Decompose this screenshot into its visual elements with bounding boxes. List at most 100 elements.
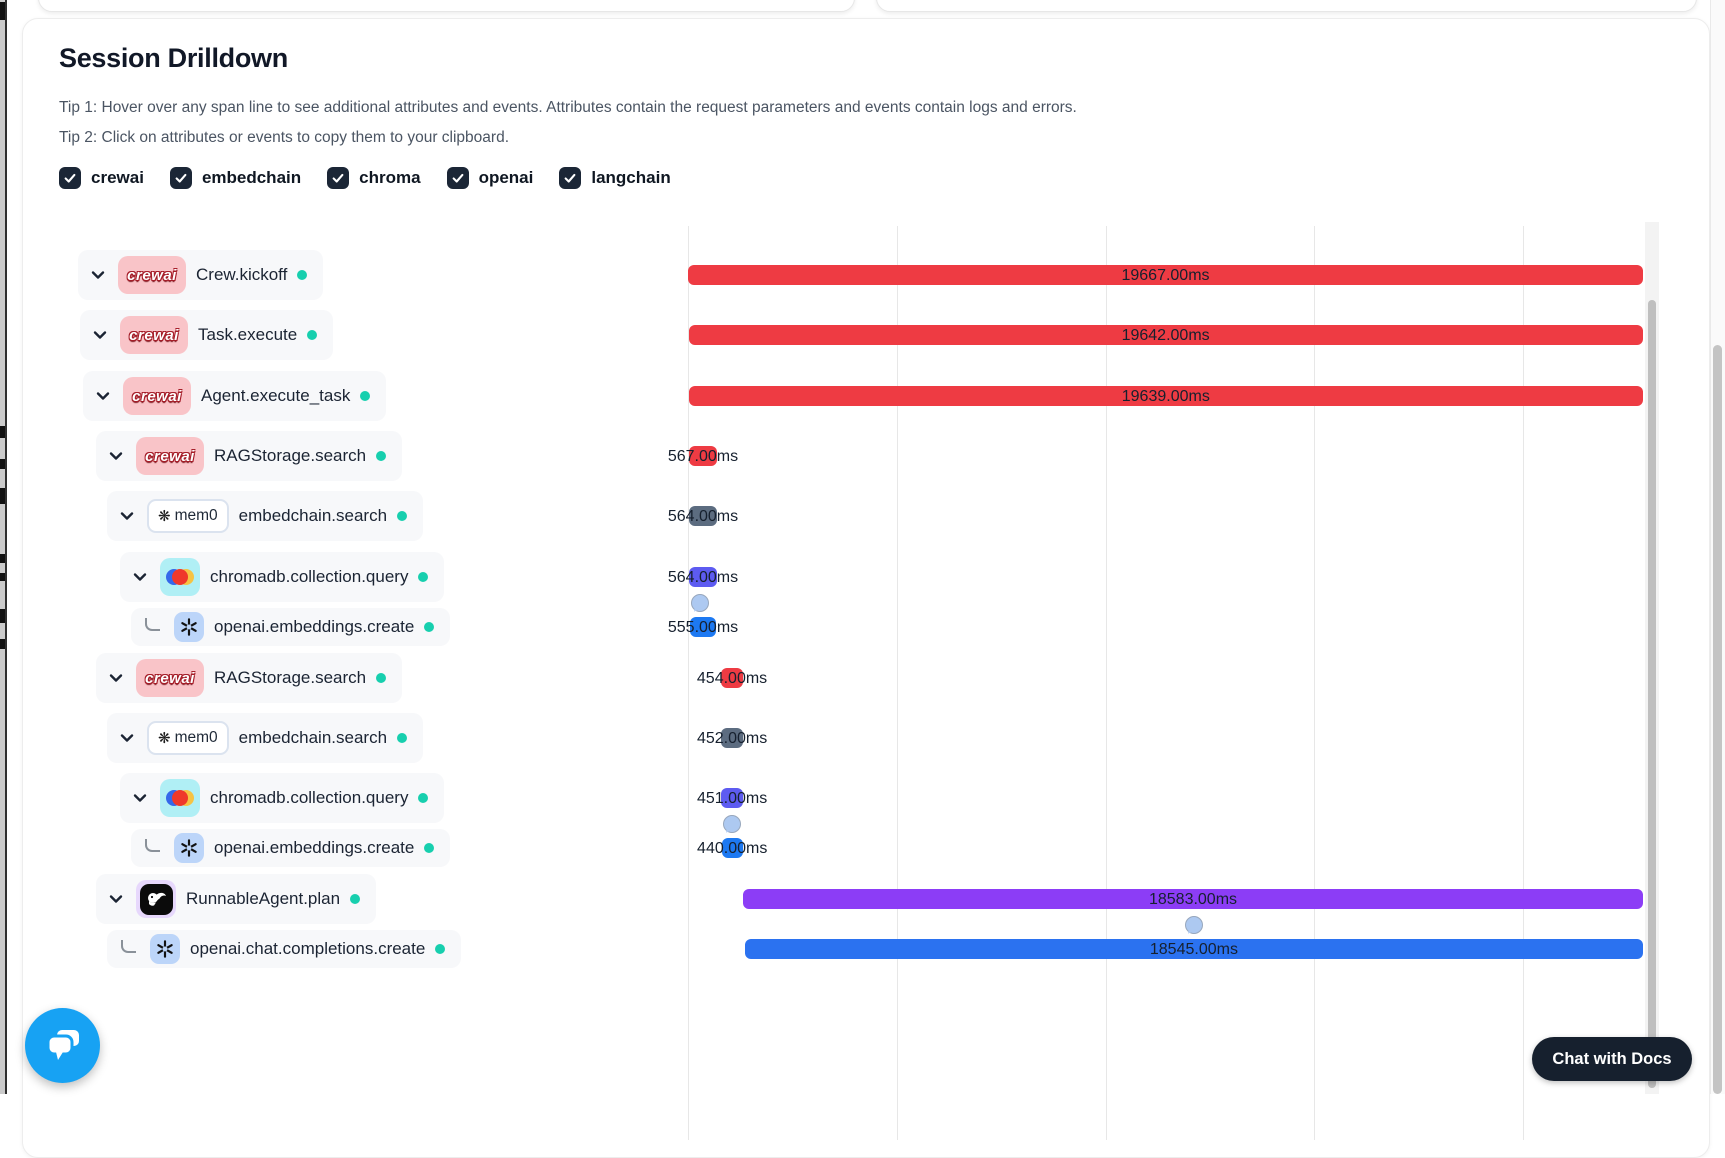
span-bar-agent-execute-task[interactable] — [688, 386, 1643, 406]
span-row-chromadb-collection-query[interactable]: chromadb.collection.query — [120, 773, 445, 823]
page-edge-glyph — [0, 488, 5, 504]
chat-with-docs-button[interactable]: Chat with Docs — [1532, 1037, 1692, 1081]
status-dot — [360, 391, 371, 401]
chroma-red-circle — [172, 569, 188, 585]
span-row-embedchain-search[interactable]: ❋ mem0 embedchain.search — [107, 491, 424, 541]
chevron-down-icon[interactable] — [88, 265, 108, 285]
filter-item-chroma: chroma — [327, 167, 421, 189]
openai-knot-icon — [181, 839, 197, 857]
span-row-embedchain-search[interactable]: ❋ mem0 embedchain.search — [107, 713, 424, 763]
filter-checkbox-chroma[interactable] — [327, 167, 350, 189]
crewai-logo-text: crewai — [145, 447, 195, 465]
chart-scrollbar-thumb[interactable] — [1648, 300, 1656, 1088]
span-bar-openai-embeddings-create[interactable] — [721, 838, 743, 858]
chevron-down-icon[interactable] — [130, 567, 150, 587]
span-bar-embedchain-search[interactable] — [721, 728, 744, 748]
span-row-ragstorage-search[interactable]: crewai RAGStorage.search — [96, 431, 403, 481]
chevron-down-icon[interactable] — [90, 325, 110, 345]
chevron-down-icon[interactable] — [106, 446, 126, 466]
chat-with-docs-label: Chat with Docs — [1552, 1049, 1672, 1068]
span-bar-crew-kickoff[interactable] — [688, 265, 1643, 285]
chevron-down-icon[interactable] — [93, 386, 113, 406]
span-bar-openai-embeddings-create[interactable] — [689, 617, 717, 637]
crewai-logo-text: crewai — [132, 387, 182, 405]
span-label: Agent.execute_task — [201, 386, 351, 405]
mem0-gear-icon: ❋ — [158, 508, 171, 525]
status-dot — [435, 944, 446, 954]
status-dot — [424, 843, 435, 853]
page-edge-glyph — [0, 2, 5, 20]
chat-widget-button[interactable] — [25, 1008, 100, 1083]
mem0-logo-text: mem0 — [174, 729, 218, 746]
page-edge-glyph — [0, 426, 5, 438]
filter-label: openai — [478, 168, 534, 187]
openai-logo — [174, 833, 204, 863]
span-label: RunnableAgent.plan — [186, 889, 341, 908]
span-row-openai-chat-completions-create[interactable]: openai.chat.completions.create — [107, 930, 462, 968]
filter-label: chroma — [359, 168, 421, 187]
chevron-down-icon[interactable] — [117, 506, 137, 526]
span-bar-ragstorage-search[interactable] — [689, 446, 717, 466]
crewai-logo: crewai — [120, 316, 188, 354]
span-row-agent-execute-task[interactable]: crewai Agent.execute_task — [83, 371, 387, 421]
chevron-down-icon[interactable] — [117, 728, 137, 748]
span-row-crew-kickoff[interactable]: crewai Crew.kickoff — [78, 250, 324, 300]
chroma-logo — [160, 558, 200, 596]
chevron-down-icon[interactable] — [130, 788, 150, 808]
library-filters: crewai embedchain chroma openai langchain — [59, 167, 671, 189]
elbow-connector-icon — [145, 838, 160, 852]
span-label: chromadb.collection.query — [210, 788, 409, 807]
span-row-task-execute[interactable]: crewai Task.execute — [80, 310, 334, 360]
status-dot — [376, 673, 387, 683]
span-label: openai.embeddings.create — [214, 838, 415, 857]
elbow-connector-icon — [145, 617, 160, 631]
status-dot — [424, 622, 435, 632]
status-dot — [397, 511, 408, 521]
span-label: Task.execute — [198, 325, 298, 344]
langchain-parrot-icon — [148, 892, 166, 906]
span-row-openai-embeddings-create[interactable]: openai.embeddings.create — [131, 608, 451, 646]
span-bar-openai-chat-completions-create[interactable] — [744, 939, 1643, 959]
filter-item-crewai: crewai — [59, 167, 144, 189]
span-label: openai.embeddings.create — [214, 617, 415, 636]
span-row-openai-embeddings-create[interactable]: openai.embeddings.create — [131, 829, 451, 867]
mem0-logo-text: mem0 — [174, 507, 218, 524]
filter-checkbox-openai[interactable] — [446, 167, 469, 189]
span-label: openai.chat.completions.create — [190, 939, 426, 958]
page-edge-glyph — [0, 554, 5, 563]
page-edge-glyph — [0, 609, 5, 623]
page-scrollbar-thumb[interactable] — [1713, 345, 1722, 1094]
langchain-badge — [139, 883, 173, 915]
filter-item-embedchain: embedchain — [169, 167, 302, 189]
crewai-logo-text: crewai — [127, 266, 177, 284]
openai-knot-icon — [157, 940, 173, 958]
page-title: Session Drilldown — [59, 43, 288, 73]
span-label: embedchain.search — [238, 728, 388, 747]
mem0-logo: ❋ mem0 — [147, 721, 229, 755]
page-edge-strip — [0, 0, 7, 1094]
chroma-red-circle — [172, 790, 188, 806]
filter-label: embedchain — [201, 168, 302, 187]
span-row-runnableagent-plan[interactable]: RunnableAgent.plan — [96, 874, 377, 924]
span-label: chromadb.collection.query — [210, 567, 409, 586]
status-dot — [297, 270, 308, 280]
filter-checkbox-crewai[interactable] — [59, 167, 81, 189]
filter-checkbox-langchain[interactable] — [559, 167, 582, 189]
span-bar-task-execute[interactable] — [688, 325, 1643, 345]
filter-checkbox-embedchain[interactable] — [169, 167, 192, 189]
crewai-logo: crewai — [136, 437, 204, 475]
filter-label: crewai — [91, 168, 144, 187]
span-row-chromadb-collection-query[interactable]: chromadb.collection.query — [120, 552, 445, 602]
span-bar-chromadb-collection-query[interactable] — [721, 788, 744, 808]
chevron-down-icon[interactable] — [106, 668, 126, 688]
span-bar-runnableagent-plan[interactable] — [743, 889, 1643, 909]
span-label: embedchain.search — [238, 506, 388, 525]
top-panel-left — [38, 0, 855, 12]
checkmark-icon — [64, 173, 76, 183]
span-bar-ragstorage-search[interactable] — [721, 668, 744, 688]
span-row-ragstorage-search[interactable]: crewai RAGStorage.search — [96, 653, 403, 703]
span-bar-embedchain-search[interactable] — [689, 506, 717, 526]
chevron-down-icon[interactable] — [106, 889, 126, 909]
crewai-logo: crewai — [118, 256, 186, 294]
span-bar-chromadb-collection-query[interactable] — [689, 567, 717, 587]
